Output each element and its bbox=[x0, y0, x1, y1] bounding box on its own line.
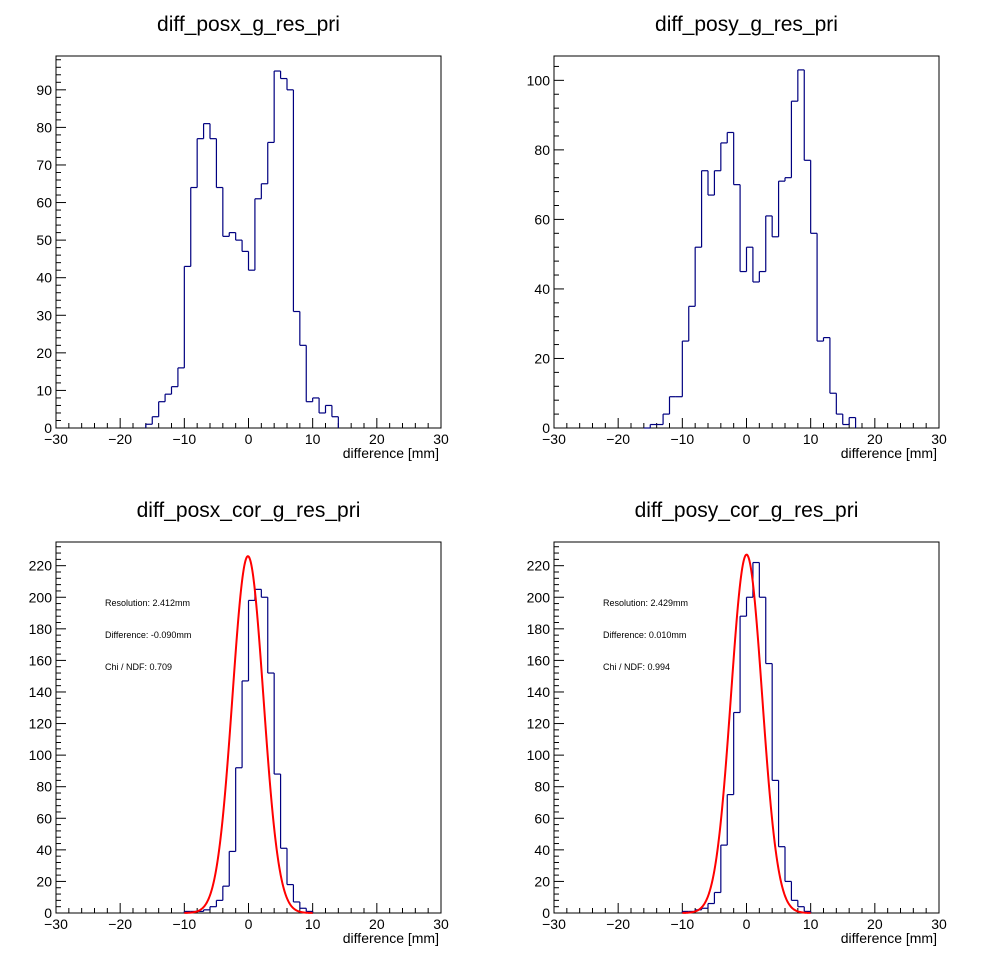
y-tick-label: 70 bbox=[36, 157, 52, 173]
y-tick-label: 160 bbox=[29, 652, 53, 668]
y-tick-label: 200 bbox=[527, 589, 551, 605]
y-tick-label: 160 bbox=[527, 652, 551, 668]
y-tick-label: 20 bbox=[36, 873, 52, 889]
y-tick-label: 140 bbox=[527, 684, 551, 700]
histogram-panel-2: diff_posy_g_res_pri −30 −20 −10 0 10 20 30 0 20 40… bbox=[527, 13, 947, 461]
histogram-panel-4: diff_posy_cor_g_res_pri −30 −20 −10 0 10 20 30 0… bbox=[527, 499, 947, 946]
gaussian-fit-curve bbox=[184, 555, 313, 914]
y-tick-label: 100 bbox=[527, 72, 551, 88]
y-tick-label: 0 bbox=[542, 905, 550, 921]
y-tick-label: 60 bbox=[36, 810, 52, 826]
fit-annotation: Resolution: 2.429mm bbox=[603, 598, 688, 608]
x-tick-label: 10 bbox=[803, 916, 819, 932]
x-tick-label: 30 bbox=[931, 916, 947, 932]
plot-frame bbox=[55, 55, 442, 429]
x-tick-label: −20 bbox=[606, 916, 630, 932]
y-tick-label: 40 bbox=[36, 842, 52, 858]
y-tick-label: 20 bbox=[534, 350, 550, 366]
fit-annotation: Chi / NDF: 0.994 bbox=[603, 662, 670, 672]
y-tick-label: 30 bbox=[36, 307, 52, 323]
x-tick-label: 20 bbox=[867, 431, 883, 447]
x-tick-label: 20 bbox=[369, 431, 385, 447]
y-tick-label: 180 bbox=[527, 621, 551, 637]
y-tick-label: 100 bbox=[527, 747, 551, 763]
y-tick-label: 40 bbox=[36, 270, 52, 286]
x-axis-title: difference [mm] bbox=[841, 445, 937, 461]
fit-annotation: Chi / NDF: 0.709 bbox=[105, 662, 172, 672]
y-tick-label: 50 bbox=[36, 232, 52, 248]
y-tick-label: 60 bbox=[36, 195, 52, 211]
x-tick-label: 10 bbox=[803, 431, 819, 447]
y-tick-label: 80 bbox=[36, 119, 52, 135]
fit-annotation: Resolution: 2.412mm bbox=[105, 598, 190, 608]
x-tick-label: −10 bbox=[670, 916, 694, 932]
x-tick-label: −30 bbox=[542, 431, 566, 447]
chart-title: diff_posy_g_res_pri bbox=[655, 13, 838, 36]
x-tick-label: 30 bbox=[433, 916, 449, 932]
y-tick-label: 40 bbox=[534, 281, 550, 297]
histogram-panel-1: diff_posx_g_res_pri −30 −20 −10 0 10 20 30 0 10 20… bbox=[36, 13, 449, 461]
x-axis-title: difference [mm] bbox=[343, 930, 439, 946]
y-tick-label: 60 bbox=[534, 211, 550, 227]
x-tick-label: −20 bbox=[606, 431, 630, 447]
y-tick-label: 0 bbox=[44, 905, 52, 921]
y-tick-label: 20 bbox=[534, 873, 550, 889]
plot-frame bbox=[553, 55, 940, 429]
y-tick-label: 220 bbox=[29, 558, 53, 574]
chart-title: diff_posx_cor_g_res_pri bbox=[137, 499, 361, 522]
x-tick-label: 0 bbox=[245, 916, 253, 932]
histogram-panel-3: diff_posx_cor_g_res_pri −30 −20 −10 0 10 20 30 0… bbox=[29, 499, 449, 946]
y-tick-label: 20 bbox=[36, 345, 52, 361]
y-tick-label: 60 bbox=[534, 810, 550, 826]
x-tick-label: −20 bbox=[108, 916, 132, 932]
x-tick-label: −30 bbox=[542, 916, 566, 932]
y-tick-label: 120 bbox=[527, 716, 551, 732]
chart-title: diff_posy_cor_g_res_pri bbox=[635, 499, 859, 522]
y-tick-label: 120 bbox=[29, 716, 53, 732]
fit-annotation: Difference: 0.010mm bbox=[603, 630, 686, 640]
x-axis-title: difference [mm] bbox=[841, 930, 937, 946]
x-tick-label: 20 bbox=[867, 916, 883, 932]
x-tick-label: 20 bbox=[369, 916, 385, 932]
y-tick-label: 0 bbox=[542, 420, 550, 436]
x-tick-label: −10 bbox=[172, 916, 196, 932]
x-tick-label: −20 bbox=[108, 431, 132, 447]
x-tick-label: −30 bbox=[44, 431, 68, 447]
x-tick-label: −10 bbox=[172, 431, 196, 447]
y-tick-label: 140 bbox=[29, 684, 53, 700]
fit-annotation: Difference: -0.090mm bbox=[105, 630, 191, 640]
x-tick-label: 10 bbox=[305, 916, 321, 932]
x-tick-label: −10 bbox=[670, 431, 694, 447]
x-tick-label: 0 bbox=[743, 916, 751, 932]
gaussian-fit-curve bbox=[682, 553, 811, 914]
chart-title: diff_posx_g_res_pri bbox=[157, 13, 340, 36]
x-tick-label: 0 bbox=[743, 431, 751, 447]
x-tick-label: 30 bbox=[931, 431, 947, 447]
x-tick-label: 30 bbox=[433, 431, 449, 447]
y-tick-label: 80 bbox=[36, 779, 52, 795]
x-tick-label: −30 bbox=[44, 916, 68, 932]
y-tick-label: 200 bbox=[29, 589, 53, 605]
y-tick-label: 80 bbox=[534, 142, 550, 158]
x-tick-label: 0 bbox=[245, 431, 253, 447]
x-axis-title: difference [mm] bbox=[343, 445, 439, 461]
y-tick-label: 10 bbox=[36, 382, 52, 398]
x-tick-label: 10 bbox=[305, 431, 321, 447]
y-tick-label: 90 bbox=[36, 82, 52, 98]
y-tick-label: 180 bbox=[29, 621, 53, 637]
y-tick-label: 0 bbox=[44, 420, 52, 436]
y-tick-label: 40 bbox=[534, 842, 550, 858]
y-tick-label: 220 bbox=[527, 558, 551, 574]
y-tick-label: 80 bbox=[534, 779, 550, 795]
y-tick-label: 100 bbox=[29, 747, 53, 763]
